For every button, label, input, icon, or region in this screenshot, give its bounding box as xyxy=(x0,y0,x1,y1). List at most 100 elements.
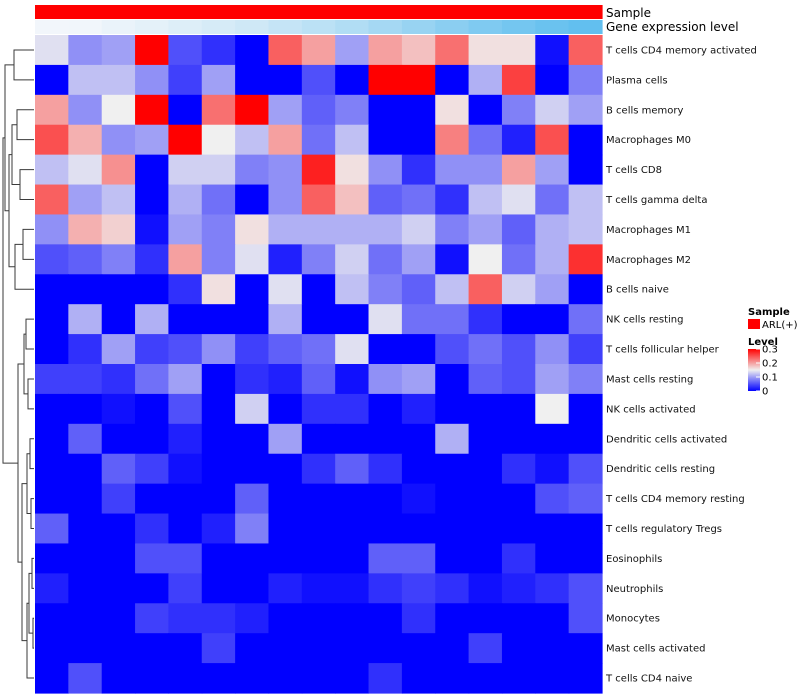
dendrogram-branch xyxy=(16,109,34,141)
heatmap-cell xyxy=(68,393,103,425)
heatmap-cell xyxy=(535,573,570,604)
legend-level-title: Level xyxy=(748,337,778,348)
heatmap-cell xyxy=(568,244,603,275)
heatmap-cell xyxy=(368,304,403,335)
heatmap-cell xyxy=(135,124,170,156)
heatmap-cell xyxy=(335,35,370,66)
heatmap-cell xyxy=(201,274,236,305)
heatmap-cell xyxy=(335,513,370,545)
heatmap-cell xyxy=(501,513,536,545)
heatmap-cell xyxy=(501,483,536,515)
heatmap-cell xyxy=(68,274,103,305)
heatmap-cell xyxy=(501,244,536,275)
heatmap-cell xyxy=(435,35,470,66)
heatmap-cell xyxy=(301,94,336,126)
heatmap-cell xyxy=(468,154,503,186)
heatmap-cell xyxy=(201,423,236,455)
heatmap-cell xyxy=(35,364,69,395)
heatmap-cell xyxy=(335,154,370,186)
heatmap-cell xyxy=(535,543,570,574)
heatmap-cell xyxy=(201,334,236,365)
heatmap-cell xyxy=(135,64,170,96)
heatmap-cell xyxy=(135,663,170,694)
heatmap-cell xyxy=(201,124,236,156)
heatmap-cell xyxy=(168,364,203,395)
heatmap-cell xyxy=(335,64,370,96)
heatmap-cell xyxy=(35,453,69,485)
annotation-cell xyxy=(368,5,403,19)
heatmap-cell xyxy=(568,573,603,604)
row-label: Dendritic cells resting xyxy=(606,464,715,475)
heatmap-cell xyxy=(468,573,503,604)
heatmap-cell xyxy=(35,35,69,66)
heatmap-cell xyxy=(135,364,170,395)
heatmap-cell xyxy=(168,393,203,425)
heatmap-cell xyxy=(501,364,536,395)
heatmap-cell xyxy=(535,35,570,66)
row-label: Macrophages M1 xyxy=(606,225,691,236)
heatmap-cell xyxy=(235,184,270,216)
heatmap-cell xyxy=(168,543,203,574)
annotation-cell xyxy=(435,20,470,34)
heatmap-cell xyxy=(368,364,403,395)
heatmap-cell xyxy=(35,513,69,545)
dendrogram-branch xyxy=(27,378,34,410)
heatmap-cell xyxy=(301,64,336,96)
heatmap-cell xyxy=(301,364,336,395)
heatmap-cell xyxy=(168,663,203,694)
heatmap-cell xyxy=(68,364,103,395)
annotation-cell xyxy=(135,5,170,19)
heatmap-cell xyxy=(268,274,303,305)
row-label: T cells CD4 memory resting xyxy=(605,494,745,505)
heatmap-cell xyxy=(535,64,570,96)
heatmap-cell xyxy=(101,483,136,515)
annotation-label-expression: Gene expression level xyxy=(606,20,739,34)
heatmap-cell xyxy=(235,543,270,574)
heatmap-cell xyxy=(35,423,69,455)
heatmap-cell xyxy=(535,184,570,216)
heatmap-cell xyxy=(235,483,270,515)
heatmap-cell xyxy=(135,393,170,425)
heatmap-cell xyxy=(368,633,403,664)
heatmap-cell xyxy=(335,543,370,574)
heatmap-cell xyxy=(201,663,236,694)
annotation-cell xyxy=(168,5,203,19)
heatmap-cell xyxy=(301,214,336,245)
dendrogram-branch xyxy=(29,438,34,470)
dendrogram-branch xyxy=(21,483,27,642)
heatmap-cell xyxy=(301,423,336,455)
annotation-cell xyxy=(368,20,403,34)
heatmap-cell xyxy=(535,304,570,335)
row-label: Mast cells activated xyxy=(606,644,705,655)
heatmap-cell xyxy=(68,423,103,455)
heatmap-cell xyxy=(101,124,136,156)
heatmap-cell xyxy=(368,184,403,216)
heatmap-cell xyxy=(335,274,370,305)
heatmap-cell xyxy=(201,573,236,604)
heatmap-cell xyxy=(235,393,270,425)
heatmap-cell xyxy=(168,154,203,186)
heatmap-cell xyxy=(368,573,403,604)
heatmap-cell xyxy=(568,543,603,574)
heatmap-cell xyxy=(168,573,203,604)
heatmap-cell xyxy=(335,124,370,156)
heatmap-cell xyxy=(301,483,336,515)
heatmap-cell xyxy=(435,364,470,395)
row-label: T cells CD8 xyxy=(605,165,662,176)
heatmap-cell xyxy=(301,334,336,365)
heatmap-cell xyxy=(435,94,470,126)
heatmap-cell xyxy=(501,124,536,156)
heatmap-cell xyxy=(535,423,570,455)
heatmap-cell xyxy=(101,633,136,664)
row-label: T cells follicular helper xyxy=(605,345,720,356)
heatmap-cell xyxy=(435,184,470,216)
heatmap-cell xyxy=(201,35,236,66)
annotation-cell xyxy=(335,20,370,34)
heatmap-cell xyxy=(435,154,470,186)
heatmap-cell xyxy=(201,483,236,515)
heatmap-cell xyxy=(101,334,136,365)
heatmap-cell xyxy=(101,573,136,604)
legend-tick-label: 0.2 xyxy=(762,359,778,370)
heatmap-cell xyxy=(535,94,570,126)
